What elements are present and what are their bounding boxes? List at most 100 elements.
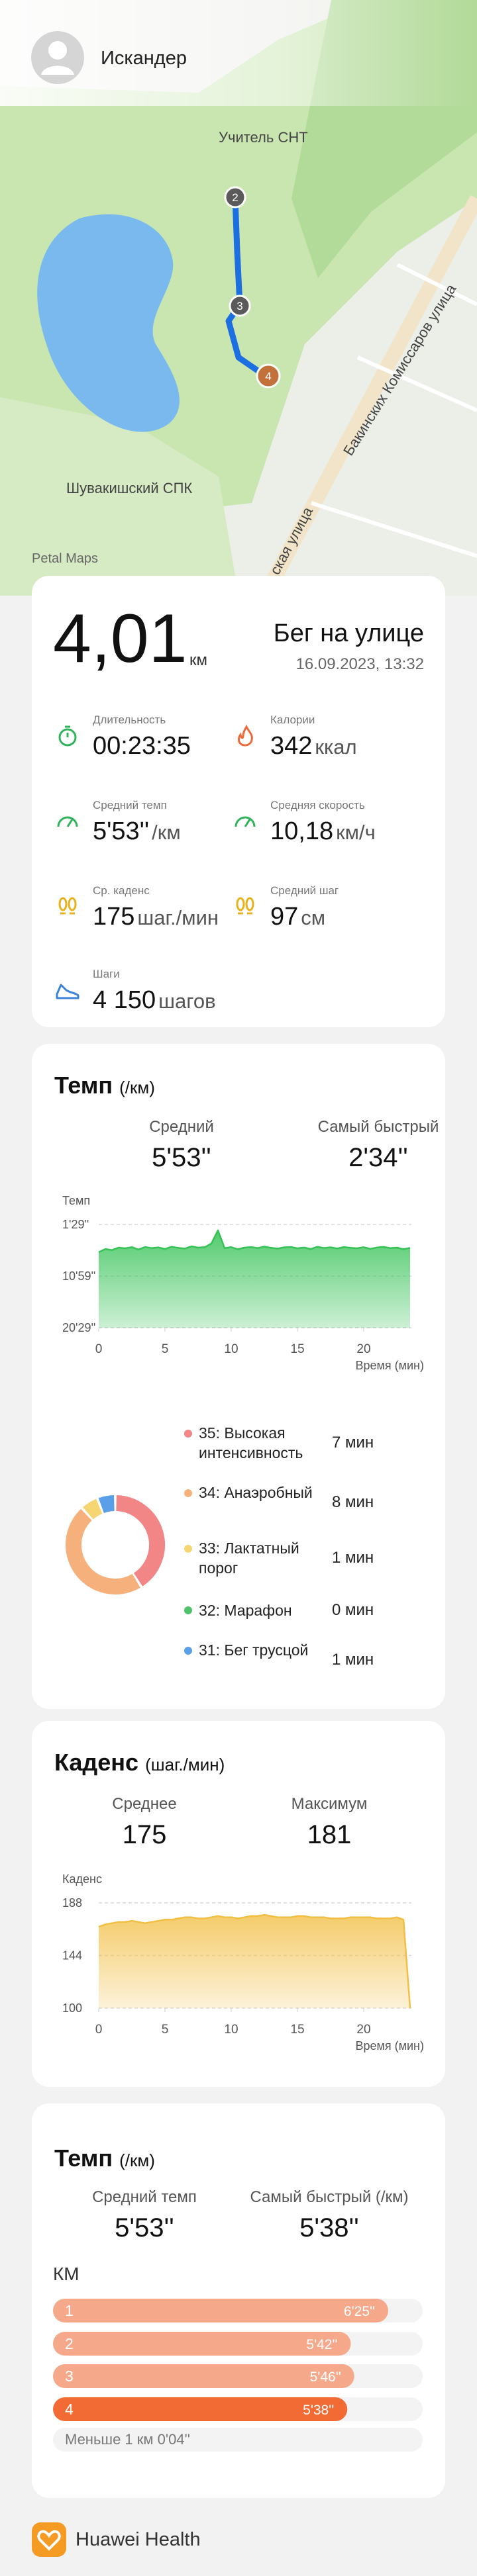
metric-value: 175 шаг./мин: [93, 903, 219, 931]
line: [98, 1913, 411, 2009]
metric-number: 342: [270, 732, 313, 760]
bar-value-label: 5'46'': [310, 2369, 341, 2385]
y-tick-label: 188: [62, 1896, 82, 1909]
summary-card: 4,01 км Бег на улице 16.09.2023, 13:32 Д…: [32, 576, 445, 1027]
card-title: Темп (/км): [54, 1072, 155, 1099]
metric-label: Ср. каденс: [93, 884, 150, 897]
metric-value: 10,18 км/ч: [270, 817, 376, 846]
column-label: КМ: [53, 2264, 80, 2284]
distance-unit: км: [189, 651, 207, 669]
lake: [37, 214, 180, 432]
avatar-head: [48, 41, 67, 60]
map-label: Шувакишский СПК: [66, 480, 192, 496]
legend-value: 8 мин: [332, 1493, 374, 1511]
metric-unit: см: [301, 906, 326, 929]
user-name: Искандер: [101, 48, 187, 69]
y-axis-label: Каденс: [62, 1872, 102, 1886]
marker: [224, 186, 246, 208]
remainder-track: [53, 2428, 423, 2452]
stat-label: Среднее: [112, 1795, 177, 1813]
legend-dot: [184, 1545, 192, 1553]
donut-segment: [82, 1498, 103, 1520]
legend-label: 31: Бег трусцой: [199, 1641, 309, 1659]
line: [98, 1229, 411, 1254]
marker-label: 4: [265, 370, 271, 383]
legend-label: 35: Высокая интенсивность: [199, 1424, 303, 1461]
legend-dot: [184, 1489, 192, 1497]
card-title: Каденс (шаг./мин): [54, 1749, 225, 1776]
metric-label: Шаги: [93, 968, 120, 980]
legend-value: 1 мин: [332, 1549, 374, 1567]
metric-icon: [57, 816, 78, 827]
road: [258, 195, 477, 596]
metric-unit: ккал: [315, 735, 357, 759]
map: 2 3 4 Учитель СНТ Шувакишский СПК Бакинс…: [0, 0, 477, 596]
marker-label: 3: [237, 300, 242, 312]
stat-value: 2'34'': [348, 1143, 408, 1172]
marker-label: 2: [232, 191, 238, 204]
x-tick-label: 0: [95, 1342, 103, 1356]
stat-label: Максимум: [291, 1795, 368, 1813]
area-fill: [99, 1915, 410, 2008]
activity-date: 16.09.2023, 13:32: [295, 655, 424, 673]
y-axis-label: Темп: [62, 1194, 90, 1207]
bar-category: 3: [65, 2368, 74, 2385]
donut-segment: [66, 1508, 140, 1594]
stat-value: 5'53'': [115, 2213, 174, 2242]
x-axis-label: Время (мин): [355, 1359, 424, 1372]
metric-number: 97: [270, 903, 299, 931]
map-label: Учитель СНТ: [219, 129, 308, 146]
legend-value: 7 мин: [332, 1434, 374, 1451]
pace-chart: Темп 1'29'' 10'59'' 20'29''0 5 10 15 20 Время (м…: [62, 1194, 424, 1655]
donut-segment: [115, 1495, 165, 1587]
cadence-chart: Каденс 100 144 188 0 5 10 15 20 Время (мин): [62, 1872, 424, 2052]
legend-dot: [184, 1430, 192, 1438]
brand-icon: [32, 2522, 66, 2557]
bar: [53, 2397, 348, 2421]
metric-label: Калории: [270, 713, 315, 726]
x-tick-label: 20: [356, 1342, 370, 1356]
title-unit: (шаг./мин): [145, 1755, 225, 1774]
stat-label: Самый быстрый (/км): [250, 2188, 409, 2206]
metric-label: Средний шаг: [270, 884, 339, 897]
title-text: Темп: [54, 1072, 113, 1099]
distance: 4,01: [53, 600, 187, 677]
stat-value: 5'53'': [152, 1143, 211, 1172]
splits-card: Темп (/км) КМ Меньше 1 км 0'04'' 1 6'25''…: [32, 2103, 445, 2498]
metric-icon: [237, 724, 253, 747]
title-unit: (/км): [119, 1078, 155, 1097]
splits-chart: Меньше 1 км 0'04'' 1 6'25'' 2 5'42'' 3 5'46''…: [53, 2299, 423, 2452]
x-tick-label: 20: [356, 2023, 370, 2037]
donut-segment: [98, 1495, 115, 1514]
legend-label: 34: Анаэробный: [199, 1484, 313, 1501]
x-tick-label: 0: [95, 2023, 103, 2037]
x-tick-label: 10: [224, 1342, 238, 1356]
x-tick-label: 5: [162, 1342, 169, 1356]
y-tick-label: 20'29'': [62, 1321, 95, 1334]
metric-number: 5'53'': [93, 817, 150, 845]
map-attribution: Petal Maps: [32, 551, 98, 566]
metric-number: 10,18: [270, 817, 334, 845]
x-tick-label: 15: [290, 2023, 304, 2037]
title-text: Каденс: [54, 1749, 139, 1776]
x-tick-label: 10: [224, 2023, 238, 2037]
area-fill: [99, 1230, 410, 1328]
title-unit: (/км): [119, 2150, 155, 2170]
bar-value-label: 6'25'': [344, 2304, 375, 2319]
metric-icon: [236, 897, 254, 915]
metric-label: Длительность: [93, 713, 166, 726]
metric-unit: км/ч: [336, 821, 376, 844]
stat-label: Самый быстрый: [317, 1118, 439, 1136]
remainder-label: Меньше 1 км 0'04'': [65, 2431, 190, 2448]
bar: [53, 2364, 354, 2388]
bar-category: 4: [65, 2401, 74, 2418]
avatar-body: [41, 66, 74, 75]
bar: [53, 2299, 388, 2323]
cadence-card: Каденс (шаг./мин) Каденс 100 144 188 0 5 10 15 2…: [32, 1721, 445, 2087]
metric-label: Средний темп: [93, 799, 167, 811]
marker: [229, 295, 251, 317]
stat-value: 5'38'': [299, 2213, 359, 2242]
metric-number: 00:23:35: [93, 732, 191, 760]
x-tick-label: 5: [162, 2023, 169, 2037]
